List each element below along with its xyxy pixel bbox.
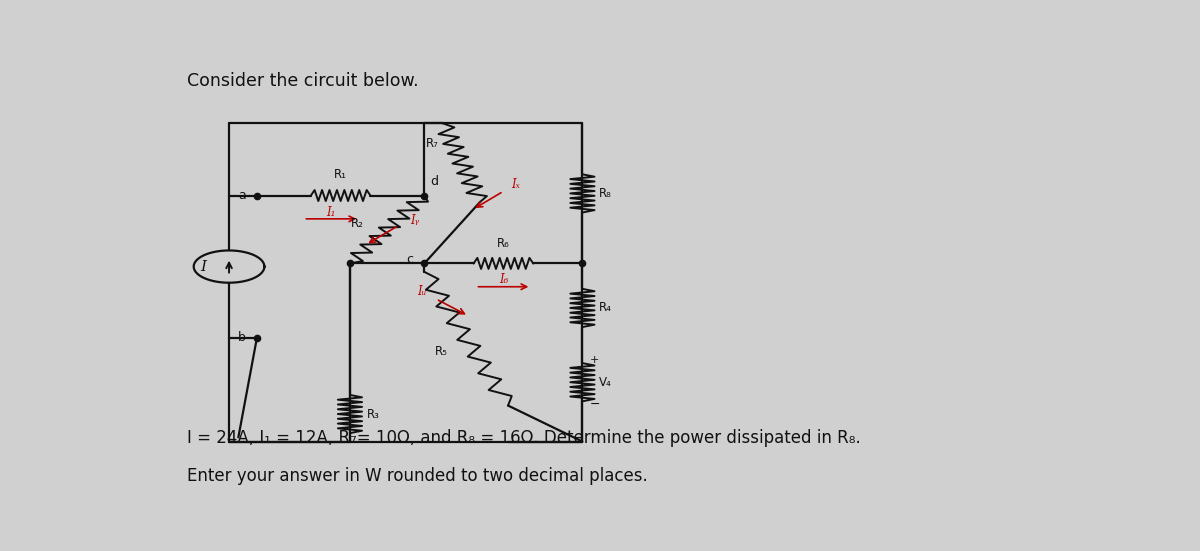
Text: R₃: R₃ bbox=[367, 408, 379, 420]
Text: Enter your answer in W rounded to two decimal places.: Enter your answer in W rounded to two de… bbox=[187, 467, 648, 485]
Text: a: a bbox=[238, 189, 246, 202]
Text: R₈: R₈ bbox=[599, 187, 612, 200]
Text: Iₓ: Iₓ bbox=[511, 179, 520, 191]
Text: R₇: R₇ bbox=[426, 137, 438, 150]
Text: V₄: V₄ bbox=[599, 376, 612, 388]
Text: R₄: R₄ bbox=[599, 301, 612, 315]
Text: Consider the circuit below.: Consider the circuit below. bbox=[187, 73, 419, 90]
Text: I = 24A, I₁ = 12A, R₇= 10Ω, and R₈ = 16Ω. Determine the power dissipated in R₈.: I = 24A, I₁ = 12A, R₇= 10Ω, and R₈ = 16Ω… bbox=[187, 429, 860, 447]
Text: Iᵤ: Iᵤ bbox=[418, 285, 427, 298]
Text: b: b bbox=[238, 331, 246, 344]
Text: d: d bbox=[430, 175, 438, 188]
Text: R₁: R₁ bbox=[334, 168, 347, 181]
Text: +: + bbox=[590, 355, 599, 365]
Text: c: c bbox=[406, 253, 413, 266]
Text: Iᵧ: Iᵧ bbox=[410, 214, 420, 226]
Text: I₁: I₁ bbox=[326, 206, 336, 219]
Text: I: I bbox=[199, 260, 206, 274]
Text: I₆: I₆ bbox=[499, 273, 508, 286]
Text: R₂: R₂ bbox=[352, 217, 364, 230]
Text: R₅: R₅ bbox=[434, 345, 448, 358]
Text: R₆: R₆ bbox=[497, 237, 510, 250]
Text: −: − bbox=[590, 398, 600, 410]
